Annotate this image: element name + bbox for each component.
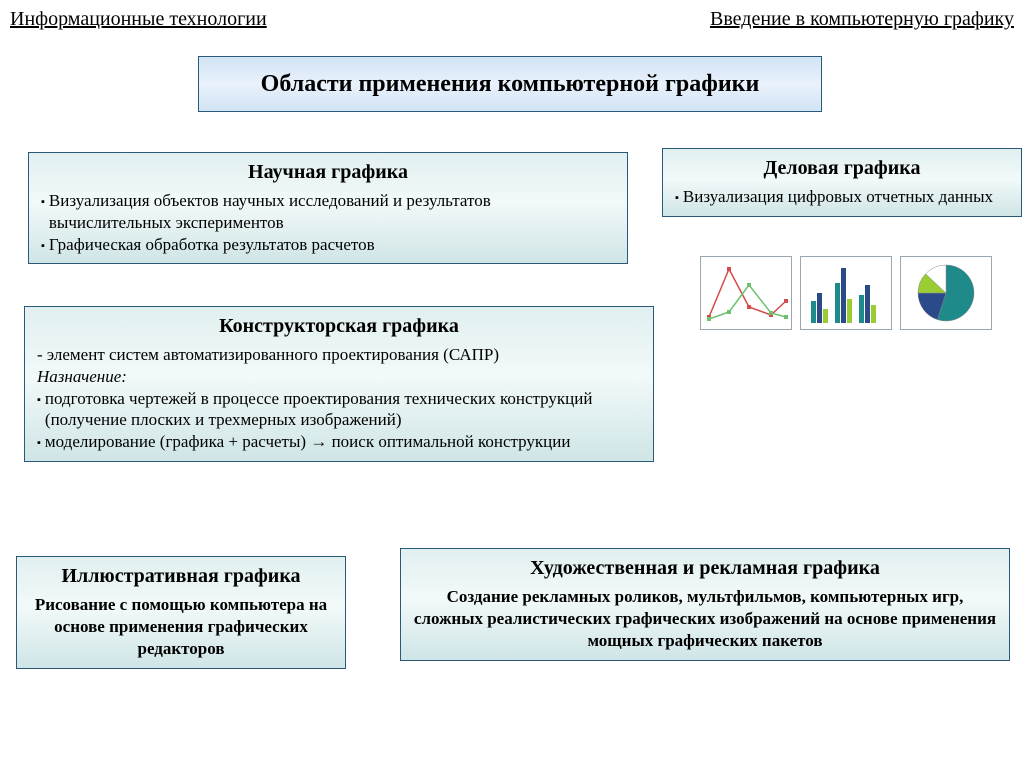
artistic-box: Художественная и рекламная графика Созда… (400, 548, 1010, 661)
design-subhead: Назначение: (37, 366, 641, 388)
design-lead: - элемент систем автоматизированного про… (37, 344, 641, 366)
bar-chart-icon (800, 256, 892, 330)
science-box: Научная графика Визуализация объектов на… (28, 152, 628, 264)
artistic-title: Художественная и рекламная графика (413, 557, 997, 580)
page-header: Информационные технологии Введение в ком… (0, 0, 1024, 35)
pie-chart-icon (900, 256, 992, 330)
business-title: Деловая графика (675, 157, 1009, 180)
header-left: Информационные технологии (10, 8, 267, 31)
design-bullet: моделирование (графика + расчеты) → поис… (37, 431, 641, 453)
main-title-box: Области применения компьютерной графики (198, 56, 822, 112)
illustrative-box: Иллюстративная графика Рисование с помощ… (16, 556, 346, 669)
line-chart-icon (700, 256, 792, 330)
science-title: Научная графика (41, 161, 615, 184)
main-title: Области применения компьютерной графики (261, 71, 760, 98)
design-bullet: подготовка чертежей в процессе проектиро… (37, 388, 641, 432)
science-bullet: Графическая обработка результатов расчет… (41, 234, 615, 256)
science-bullet: Визуализация объектов научных исследован… (41, 190, 615, 234)
illustrative-body: Рисование с помощью компьютера на основе… (29, 594, 333, 660)
design-title: Конструкторская графика (37, 315, 641, 338)
illustrative-title: Иллюстративная графика (29, 565, 333, 588)
design-box: Конструкторская графика - элемент систем… (24, 306, 654, 462)
business-bullet: Визуализация цифровых отчетных данных (675, 186, 1009, 208)
business-box: Деловая графика Визуализация цифровых от… (662, 148, 1022, 217)
header-right: Введение в компьютерную графику (710, 8, 1014, 31)
mini-charts-row (700, 256, 992, 330)
artistic-body: Создание рекламных роликов, мультфильмов… (413, 586, 997, 652)
